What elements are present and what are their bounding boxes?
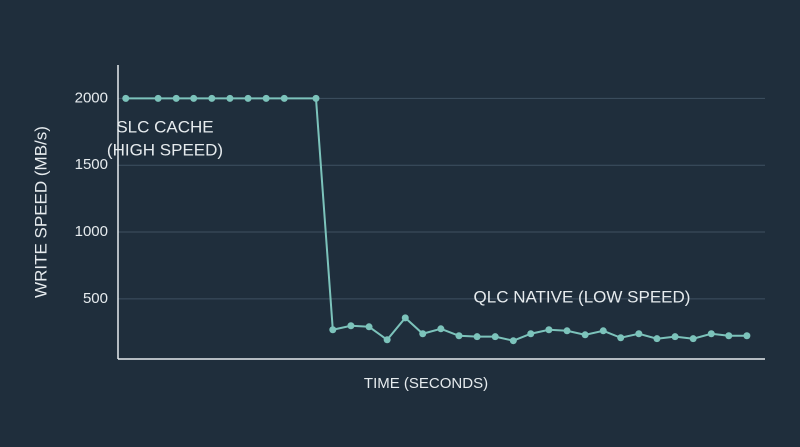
point: [122, 94, 130, 102]
y-tick-label: 1500: [75, 156, 108, 173]
point: [329, 326, 337, 334]
point: [280, 94, 288, 102]
point: [262, 94, 270, 102]
annotation: QLC NATIVE (LOW SPEED): [474, 287, 691, 306]
point: [208, 94, 216, 102]
point: [154, 94, 162, 102]
point: [581, 331, 589, 339]
point: [172, 94, 180, 102]
point: [473, 333, 481, 341]
point: [244, 94, 252, 102]
point: [527, 330, 535, 338]
point: [599, 327, 607, 335]
point: [455, 332, 463, 340]
point: [635, 330, 643, 338]
point: [347, 322, 355, 330]
point: [563, 327, 571, 335]
point: [617, 334, 625, 342]
point: [312, 94, 320, 102]
point: [545, 326, 553, 334]
point: [365, 323, 373, 331]
line: [125, 97, 747, 342]
y-tick-label: 2000: [75, 89, 108, 106]
y-axis-label: WRITE SPEED (MB/s): [31, 126, 50, 298]
point: [226, 94, 234, 102]
point: [383, 336, 391, 344]
point: [725, 332, 733, 340]
point: [671, 333, 679, 341]
annotation: (HIGH SPEED): [107, 140, 223, 159]
y-tick-label: 500: [83, 290, 108, 307]
point: [401, 314, 409, 322]
point: [491, 333, 499, 341]
annotation: SLC CACHE: [116, 117, 213, 136]
y-tick-label: 1000: [75, 223, 108, 240]
point: [689, 335, 697, 343]
point: [437, 325, 445, 333]
point: [707, 330, 715, 338]
point: [419, 330, 427, 338]
point: [190, 94, 198, 102]
point: [743, 332, 751, 340]
point: [653, 335, 661, 343]
x-axis-label: TIME (SECONDS): [364, 375, 488, 392]
point: [509, 337, 517, 345]
